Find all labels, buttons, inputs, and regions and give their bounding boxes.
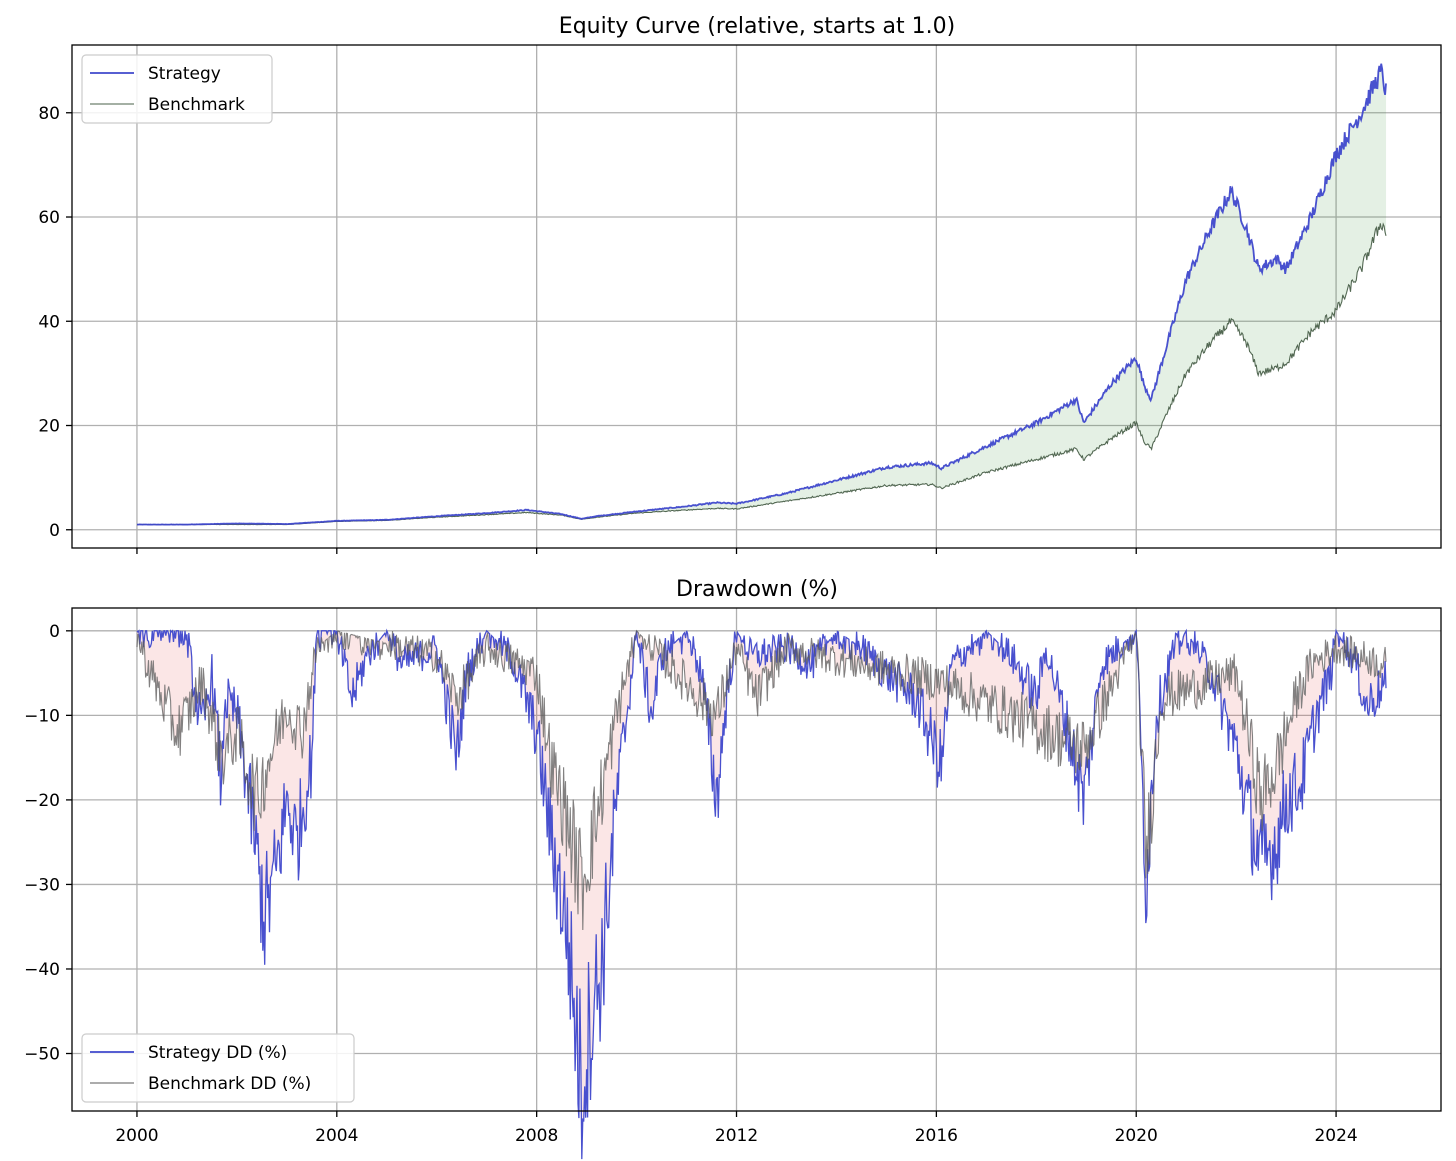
y-tick-label: −40 bbox=[24, 960, 60, 980]
equity-curve-panel: Equity Curve (relative, starts at 1.0) 0… bbox=[38, 14, 1442, 554]
equity-curve-legend: Strategy Benchmark bbox=[81, 54, 273, 124]
drawdown-panel: Drawdown (%) 0 −10 −20 −30 −40 −50 2000 2004 20… bbox=[24, 577, 1442, 1160]
equity-strategy-line bbox=[136, 63, 1387, 526]
y-tick-label: −30 bbox=[24, 875, 60, 895]
x-tick-label: 2012 bbox=[715, 1126, 758, 1146]
y-tick-label: 0 bbox=[49, 622, 60, 642]
x-tick-label: 2000 bbox=[115, 1126, 158, 1146]
y-tick-label: 20 bbox=[38, 417, 60, 437]
x-tick-label: 2024 bbox=[1314, 1126, 1357, 1146]
legend-label: Strategy bbox=[148, 64, 221, 84]
x-tick-label: 2008 bbox=[515, 1126, 558, 1146]
legend-label: Benchmark DD (%) bbox=[148, 1074, 311, 1094]
y-tick-label: −10 bbox=[24, 706, 60, 726]
drawdown-benchmark-line bbox=[136, 629, 1387, 931]
y-tick-label: −50 bbox=[24, 1045, 60, 1065]
legend-box bbox=[81, 54, 273, 124]
equity-curve-frame bbox=[71, 44, 1442, 549]
x-tick-label: 2004 bbox=[315, 1126, 358, 1146]
legend-label: Benchmark bbox=[148, 95, 245, 115]
drawdown-strategy-line bbox=[136, 628, 1387, 1160]
y-tick-label: 40 bbox=[38, 312, 60, 332]
drawdown-title: Drawdown (%) bbox=[676, 577, 838, 602]
y-tick-label: 60 bbox=[38, 208, 60, 228]
y-tick-label: −20 bbox=[24, 791, 60, 811]
x-tick-label: 2016 bbox=[915, 1126, 958, 1146]
equity-curve-title: Equity Curve (relative, starts at 1.0) bbox=[559, 14, 955, 39]
drawdown-legend: Strategy DD (%) Benchmark DD (%) bbox=[81, 1033, 355, 1103]
y-tick-label: 0 bbox=[49, 521, 60, 541]
y-tick-label: 80 bbox=[38, 104, 60, 124]
legend-label: Strategy DD (%) bbox=[148, 1043, 287, 1063]
x-tick-label: 2020 bbox=[1115, 1126, 1158, 1146]
series-gap-fill bbox=[136, 63, 1387, 525]
drawdown-frame bbox=[71, 607, 1442, 1112]
legend-box bbox=[81, 1033, 355, 1103]
